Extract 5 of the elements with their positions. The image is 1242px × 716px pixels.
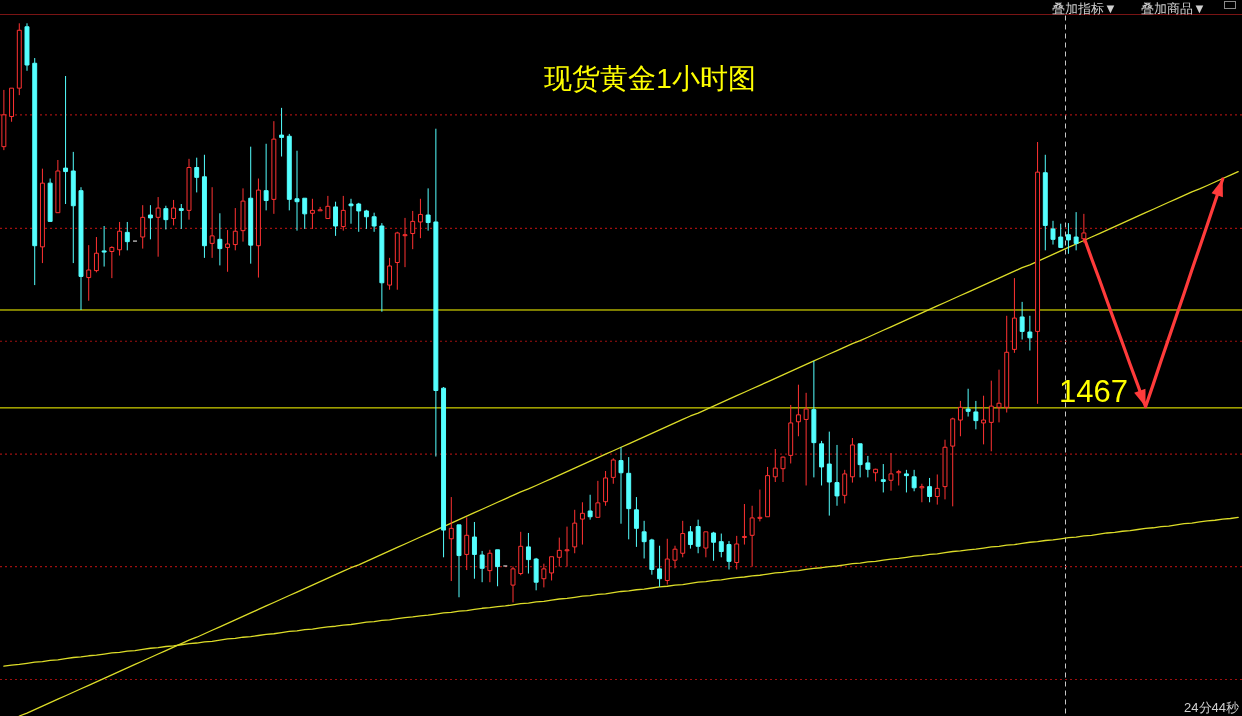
text: 叠加商品▼: [1141, 0, 1206, 16]
text: 叠加指标▼: [1052, 0, 1117, 16]
text: 24分44秒: [1184, 700, 1239, 715]
annotation: 1467: [1059, 373, 1128, 409]
text: 现货黄金1小时图: [544, 63, 756, 94]
